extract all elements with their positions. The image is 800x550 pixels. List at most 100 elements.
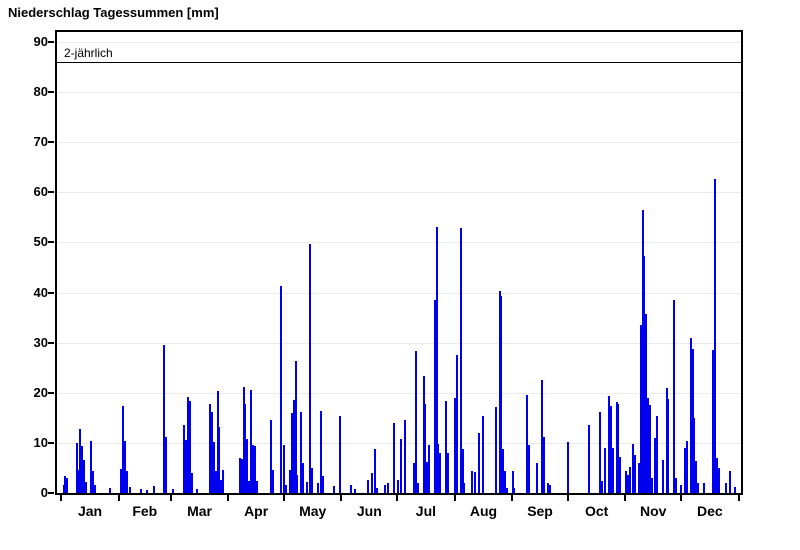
daily-precip-bar bbox=[218, 426, 221, 493]
gridline bbox=[57, 92, 741, 94]
y-tick-mark bbox=[48, 291, 54, 294]
daily-precip-bar bbox=[541, 379, 544, 493]
daily-precip-bar bbox=[383, 485, 386, 493]
daily-precip-bar bbox=[90, 441, 93, 493]
daily-precip-bar bbox=[249, 390, 252, 493]
daily-precip-bar bbox=[186, 396, 189, 493]
daily-precip-bar bbox=[667, 398, 670, 493]
daily-precip-bar bbox=[376, 487, 379, 493]
x-month-label: Jan bbox=[77, 503, 103, 519]
daily-precip-bar bbox=[626, 474, 629, 493]
daily-precip-bar bbox=[322, 475, 325, 493]
daily-precip-bar bbox=[639, 325, 642, 493]
daily-precip-bar bbox=[604, 447, 607, 493]
daily-precip-bar bbox=[374, 448, 377, 493]
y-tick-label: 60 bbox=[33, 184, 48, 200]
daily-precip-bar bbox=[211, 411, 213, 493]
daily-precip-bar bbox=[366, 480, 369, 493]
x-month-label: Jul bbox=[415, 503, 437, 519]
daily-precip-bar bbox=[222, 469, 225, 493]
daily-precip-bar bbox=[350, 485, 353, 493]
daily-precip-bar bbox=[494, 407, 497, 493]
daily-precip-bar bbox=[75, 442, 78, 493]
daily-precip-bar bbox=[240, 459, 243, 493]
daily-precip-bar bbox=[500, 296, 503, 493]
daily-precip-bar bbox=[444, 401, 447, 493]
x-month-label: Feb bbox=[132, 503, 158, 519]
x-tick-mark bbox=[227, 495, 230, 501]
plot-area: 2-jährlich bbox=[55, 30, 743, 495]
daily-precip-bar bbox=[650, 477, 653, 493]
daily-precip-bar bbox=[415, 351, 418, 493]
daily-precip-bar bbox=[713, 179, 716, 493]
x-tick-mark bbox=[169, 495, 172, 501]
daily-precip-bar bbox=[294, 360, 297, 493]
daily-precip-bar bbox=[474, 471, 477, 493]
y-tick-mark bbox=[48, 492, 54, 494]
daily-precip-bar bbox=[129, 486, 132, 493]
x-tick-mark bbox=[737, 495, 740, 501]
threshold-label: 2-jährlich bbox=[64, 46, 113, 61]
daily-precip-bar bbox=[587, 424, 590, 493]
x-tick-mark bbox=[340, 495, 343, 501]
daily-precip-bar bbox=[498, 291, 501, 493]
daily-precip-bar bbox=[108, 487, 111, 493]
y-tick-mark bbox=[48, 41, 54, 44]
x-tick-mark bbox=[60, 495, 63, 501]
daily-precip-bar bbox=[712, 350, 715, 493]
daily-precip-bar bbox=[461, 448, 464, 493]
daily-precip-bar bbox=[209, 403, 212, 493]
daily-precip-bar bbox=[459, 228, 462, 493]
y-tick-mark bbox=[48, 241, 54, 244]
daily-precip-bar bbox=[511, 470, 514, 493]
daily-precip-bar bbox=[246, 438, 249, 493]
x-tick-mark bbox=[624, 495, 627, 501]
x-tick-mark bbox=[680, 495, 683, 501]
x-month-label: Apr bbox=[244, 503, 269, 519]
daily-precip-bar bbox=[82, 460, 85, 493]
daily-precip-bar bbox=[92, 471, 95, 493]
daily-precip-bar bbox=[437, 444, 440, 493]
daily-precip-bar bbox=[196, 489, 199, 493]
y-tick-mark bbox=[48, 441, 54, 444]
gridline bbox=[57, 192, 741, 194]
daily-precip-bar bbox=[66, 477, 69, 493]
daily-precip-bar bbox=[244, 403, 247, 493]
daily-precip-bar bbox=[546, 482, 549, 493]
daily-precip-bar bbox=[641, 209, 644, 493]
daily-precip-bar bbox=[253, 445, 256, 493]
daily-precip-bar bbox=[396, 479, 399, 493]
daily-precip-bar bbox=[301, 463, 304, 493]
daily-precip-bar bbox=[333, 485, 336, 493]
daily-precip-bar bbox=[608, 396, 611, 493]
daily-precip-bar bbox=[673, 300, 676, 493]
daily-precip-bar bbox=[290, 412, 293, 493]
daily-precip-bar bbox=[320, 410, 323, 493]
daily-precip-bar bbox=[300, 411, 303, 493]
daily-precip-bar bbox=[84, 482, 87, 493]
daily-precip-bar bbox=[543, 437, 546, 493]
daily-precip-bar bbox=[632, 444, 635, 493]
y-tick-mark bbox=[48, 191, 54, 194]
chart-title: Niederschlag Tagessummen [mm] bbox=[8, 5, 219, 20]
daily-precip-bar bbox=[645, 314, 648, 493]
daily-precip-bar bbox=[251, 444, 254, 493]
daily-precip-bar bbox=[624, 471, 627, 493]
daily-precip-bar bbox=[62, 484, 65, 493]
y-tick-label: 50 bbox=[33, 234, 48, 250]
daily-precip-bar bbox=[647, 397, 650, 493]
gridline bbox=[57, 292, 741, 294]
x-tick-mark bbox=[453, 495, 456, 501]
daily-precip-bar bbox=[64, 475, 67, 493]
daily-precip-bar bbox=[79, 429, 82, 493]
daily-precip-bar bbox=[686, 440, 689, 493]
daily-precip-bar bbox=[428, 445, 431, 493]
daily-precip-bar bbox=[285, 485, 288, 493]
gridline bbox=[57, 392, 741, 394]
x-month-label: Aug bbox=[469, 503, 498, 519]
daily-precip-bar bbox=[283, 445, 286, 493]
daily-precip-bar bbox=[81, 445, 84, 493]
daily-precip-bar bbox=[220, 480, 223, 493]
x-month-label: Jun bbox=[356, 503, 382, 519]
daily-precip-bar bbox=[123, 440, 126, 493]
